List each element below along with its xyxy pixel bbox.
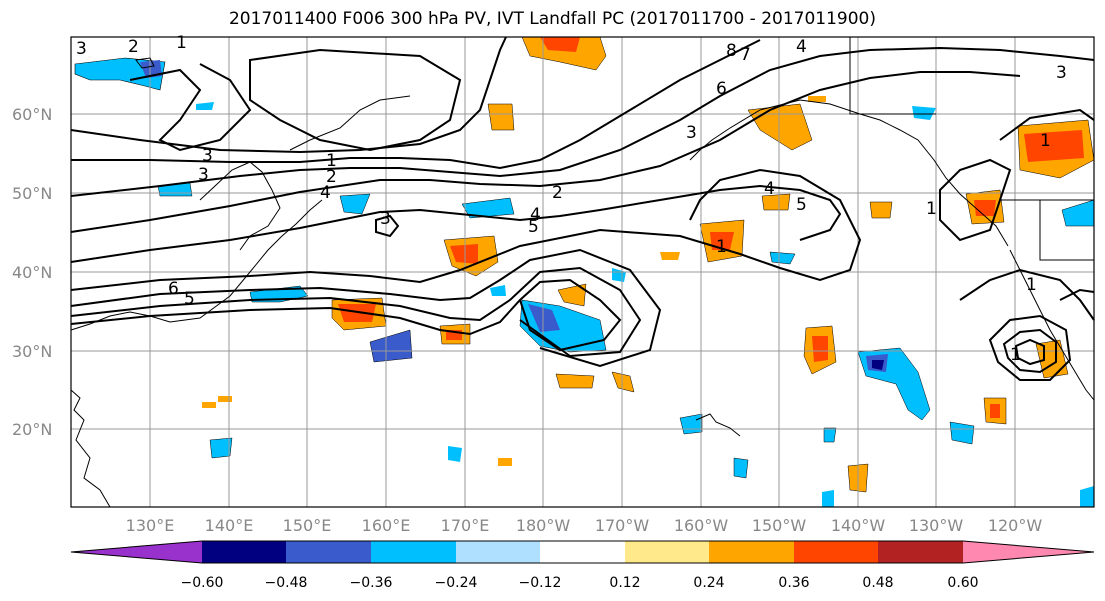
- svg-text:4: 4: [530, 205, 541, 225]
- colorbar-segment: [878, 541, 963, 563]
- svg-text:2: 2: [552, 183, 563, 203]
- colorbar-segment: [456, 541, 540, 563]
- svg-text:−0.36: −0.36: [350, 575, 393, 591]
- svg-text:4: 4: [764, 179, 775, 199]
- svg-text:7: 7: [740, 45, 751, 65]
- colorbar-ticks: −0.60 −0.48 −0.36 −0.24 −0.12 0.12 0.24 …: [181, 575, 979, 591]
- svg-text:40°N: 40°N: [12, 263, 52, 282]
- svg-text:−0.48: −0.48: [265, 575, 308, 591]
- svg-text:−0.24: −0.24: [435, 575, 478, 591]
- svg-text:0.12: 0.12: [609, 575, 640, 591]
- longitude-labels: 130°E 140°E 150°E 160°E 170°E 180°W 170°…: [126, 516, 1043, 535]
- svg-text:1: 1: [1040, 131, 1051, 151]
- svg-text:5: 5: [184, 289, 195, 309]
- svg-text:3: 3: [686, 123, 697, 143]
- svg-text:1: 1: [1010, 345, 1021, 365]
- svg-text:140°E: 140°E: [205, 516, 254, 535]
- svg-text:0.24: 0.24: [693, 575, 724, 591]
- colorbar-segment: [371, 541, 456, 563]
- svg-text:6: 6: [168, 279, 179, 299]
- svg-text:3: 3: [202, 146, 213, 166]
- svg-text:1: 1: [926, 199, 937, 219]
- svg-text:30°N: 30°N: [12, 342, 52, 361]
- svg-text:2: 2: [326, 167, 337, 187]
- svg-text:5: 5: [796, 195, 807, 215]
- svg-text:1: 1: [1026, 275, 1037, 295]
- colorbar-segment: [202, 541, 286, 563]
- svg-text:160°E: 160°E: [362, 516, 411, 535]
- coastlines: [70, 37, 1095, 508]
- svg-text:3: 3: [76, 39, 87, 59]
- svg-text:0.60: 0.60: [947, 575, 978, 591]
- svg-text:150°W: 150°W: [752, 516, 807, 535]
- svg-text:170°W: 170°W: [595, 516, 650, 535]
- svg-text:3: 3: [198, 165, 209, 185]
- svg-text:4: 4: [320, 183, 331, 203]
- svg-text:150°E: 150°E: [283, 516, 332, 535]
- svg-text:−0.60: −0.60: [181, 575, 224, 591]
- colorbar-segment: [794, 541, 878, 563]
- map-frame: [70, 36, 1095, 508]
- svg-text:3: 3: [1056, 63, 1067, 83]
- colorbar-outline: [70, 540, 1095, 564]
- svg-text:1: 1: [716, 237, 727, 257]
- svg-text:5: 5: [528, 217, 539, 237]
- svg-text:130°E: 130°E: [126, 516, 175, 535]
- latitude-labels: 60°N 50°N 40°N 30°N 20°N: [12, 105, 52, 439]
- colorbar-segment: [286, 541, 371, 563]
- svg-text:3: 3: [380, 209, 391, 229]
- colorbar-segment: [540, 541, 625, 563]
- colorbar-segment: [963, 541, 1094, 563]
- pv-anomaly-shading: [74, 36, 1095, 507]
- colorbar-segment: [625, 541, 709, 563]
- svg-text:8: 8: [726, 41, 737, 61]
- svg-text:130°W: 130°W: [909, 516, 964, 535]
- svg-text:0.48: 0.48: [862, 575, 893, 591]
- pv-contours: [70, 36, 1095, 381]
- svg-text:2: 2: [128, 37, 139, 57]
- svg-text:0.36: 0.36: [778, 575, 809, 591]
- figure-title: 2017011400 F006 300 hPa PV, IVT Landfall…: [228, 9, 876, 29]
- colorbar-segment: [709, 541, 794, 563]
- svg-text:60°N: 60°N: [12, 105, 52, 124]
- svg-text:140°W: 140°W: [831, 516, 886, 535]
- svg-text:6: 6: [716, 79, 727, 99]
- svg-text:180°W: 180°W: [516, 516, 571, 535]
- svg-text:1: 1: [176, 33, 187, 53]
- svg-text:50°N: 50°N: [12, 184, 52, 203]
- colorbar: [70, 540, 1095, 564]
- svg-text:−0.12: −0.12: [519, 575, 562, 591]
- svg-text:120°W: 120°W: [988, 516, 1043, 535]
- svg-text:160°W: 160°W: [674, 516, 729, 535]
- colorbar-segment: [71, 541, 202, 563]
- svg-text:170°E: 170°E: [441, 516, 490, 535]
- svg-text:4: 4: [796, 37, 807, 57]
- contour-labels: 3 2 1 3 1 2 3 4 6 5 3 2 4 5 8 7 6 4 3 5 …: [76, 33, 1067, 365]
- svg-text:1: 1: [326, 151, 337, 171]
- svg-text:20°N: 20°N: [12, 420, 52, 439]
